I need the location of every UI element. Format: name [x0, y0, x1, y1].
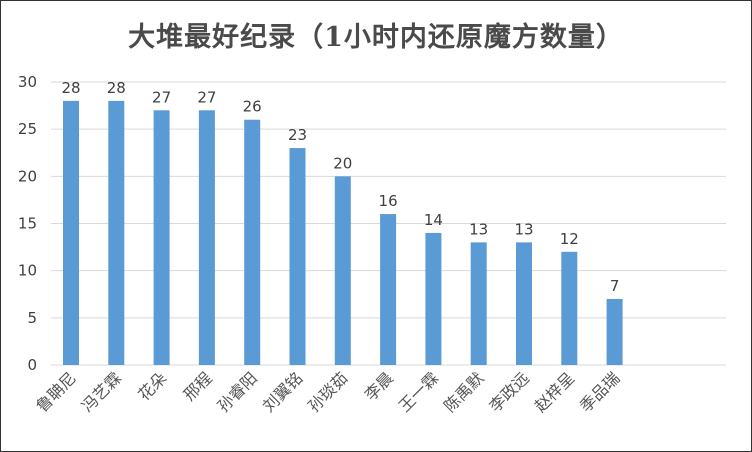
- bar: [470, 242, 487, 365]
- y-tick-label: 15: [18, 215, 37, 233]
- x-tick-label: 花朵: [134, 368, 170, 404]
- bar: [561, 251, 578, 365]
- data-label: 26: [243, 98, 262, 116]
- data-label: 16: [379, 192, 398, 210]
- data-label: 20: [333, 154, 352, 172]
- chart-title: 大堆最好纪录（1小时内还原魔方数量）: [128, 22, 624, 53]
- data-label: 28: [61, 79, 80, 97]
- bar: [334, 176, 351, 365]
- bar: [425, 232, 442, 365]
- y-tick-label: 20: [18, 167, 37, 185]
- data-label: 7: [610, 277, 620, 295]
- y-tick-label: 25: [18, 120, 37, 138]
- x-tick-label: 季品瑞: [576, 368, 623, 415]
- bar: [63, 100, 79, 365]
- data-label: 27: [152, 88, 171, 106]
- data-label: 13: [514, 220, 533, 238]
- bar: [289, 148, 306, 365]
- x-tick-label: 陈禹默: [440, 368, 487, 415]
- data-label: 13: [469, 220, 488, 238]
- bar: [380, 214, 397, 365]
- y-tick-label: 30: [18, 73, 37, 91]
- x-tick-label: 冯艺霖: [78, 368, 125, 415]
- x-tick-label: 孙睿阳: [214, 368, 261, 415]
- bar: [606, 298, 623, 365]
- x-tick-label: 赵梓呈: [531, 368, 578, 415]
- x-tick-label: 王一霖: [395, 368, 442, 415]
- bar: [108, 100, 125, 365]
- x-tick-label: 刘翼铭: [259, 368, 306, 415]
- x-tick-label: 孙琰茹: [304, 368, 351, 415]
- bar: [198, 110, 215, 365]
- data-label: 14: [424, 211, 443, 229]
- x-tick-label: 李政远: [485, 368, 532, 415]
- y-tick-label: 10: [18, 262, 37, 280]
- bar: [153, 110, 170, 365]
- x-tick-label: 鲁聃尼: [32, 368, 79, 415]
- bar: [244, 119, 261, 365]
- y-tick-label: 0: [27, 356, 37, 374]
- x-tick-label: 邢程: [180, 368, 216, 404]
- data-label: 23: [288, 126, 307, 144]
- x-tick-label: 李晨: [361, 368, 397, 404]
- bar: [516, 242, 532, 365]
- data-label: 28: [107, 79, 126, 97]
- y-tick-label: 5: [27, 309, 37, 327]
- data-label: 12: [560, 230, 579, 248]
- data-label: 27: [197, 88, 216, 106]
